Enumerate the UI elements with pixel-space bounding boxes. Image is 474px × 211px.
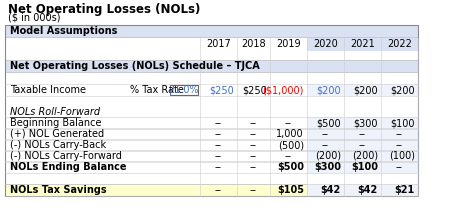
- Bar: [344, 184, 381, 196]
- Text: $42: $42: [321, 185, 341, 195]
- Bar: [344, 139, 381, 151]
- Text: $100: $100: [351, 162, 378, 172]
- Text: ($1,000): ($1,000): [263, 85, 304, 95]
- Bar: [381, 117, 418, 129]
- Text: 2022: 2022: [387, 39, 412, 49]
- Text: --: --: [250, 162, 257, 172]
- Bar: [381, 184, 418, 196]
- Text: $100: $100: [391, 118, 415, 128]
- Text: --: --: [359, 129, 366, 139]
- Text: --: --: [322, 129, 329, 139]
- Bar: [381, 161, 418, 173]
- Bar: [344, 84, 381, 96]
- Text: $42: $42: [358, 185, 378, 195]
- Text: --: --: [215, 185, 222, 195]
- Bar: [344, 117, 381, 129]
- Text: $200: $200: [391, 85, 415, 95]
- Text: NOLs Tax Savings: NOLs Tax Savings: [10, 185, 107, 195]
- Text: (-) NOLs Carry-Forward: (-) NOLs Carry-Forward: [10, 151, 122, 161]
- Text: --: --: [322, 140, 329, 150]
- Text: --: --: [396, 140, 403, 150]
- Bar: [5, 25, 418, 196]
- Text: --: --: [359, 140, 366, 150]
- Bar: [381, 128, 418, 140]
- Bar: [344, 161, 381, 173]
- Text: (100): (100): [389, 151, 415, 161]
- Text: Taxable Income: Taxable Income: [10, 85, 86, 95]
- Text: --: --: [215, 118, 222, 128]
- Text: --: --: [250, 185, 257, 195]
- Text: --: --: [250, 140, 257, 150]
- Text: Model Assumptions: Model Assumptions: [10, 26, 118, 36]
- Text: --: --: [250, 129, 257, 139]
- Text: % Tax Rate: % Tax Rate: [130, 85, 184, 95]
- Text: $300: $300: [354, 118, 378, 128]
- Bar: [5, 25, 418, 37]
- Text: 2019: 2019: [276, 39, 301, 49]
- Text: 2018: 2018: [241, 39, 266, 49]
- Bar: [307, 150, 344, 162]
- Bar: [307, 161, 344, 173]
- Text: (200): (200): [315, 151, 341, 161]
- Text: --: --: [215, 129, 222, 139]
- Text: --: --: [215, 162, 222, 172]
- Bar: [381, 150, 418, 162]
- Text: Beginning Balance: Beginning Balance: [10, 118, 101, 128]
- Text: (-) NOLs Carry-Back: (-) NOLs Carry-Back: [10, 140, 106, 150]
- Text: --: --: [215, 140, 222, 150]
- Text: $200: $200: [354, 85, 378, 95]
- Text: $105: $105: [277, 185, 304, 195]
- Bar: [344, 38, 381, 51]
- Text: 21.0%: 21.0%: [169, 85, 199, 95]
- Text: $250: $250: [209, 85, 234, 95]
- Text: 2017: 2017: [206, 39, 231, 49]
- Text: --: --: [215, 151, 222, 161]
- Text: NOLs Roll-Forward: NOLs Roll-Forward: [10, 107, 100, 117]
- Text: 2020: 2020: [313, 39, 338, 49]
- Text: (200): (200): [352, 151, 378, 161]
- Text: --: --: [396, 162, 403, 172]
- Bar: [344, 150, 381, 162]
- Bar: [307, 139, 344, 151]
- Bar: [381, 139, 418, 151]
- Text: NOLs Ending Balance: NOLs Ending Balance: [10, 162, 127, 172]
- Text: --: --: [250, 118, 257, 128]
- Bar: [381, 84, 418, 96]
- Text: --: --: [250, 151, 257, 161]
- Text: (500): (500): [278, 140, 304, 150]
- Text: $200: $200: [316, 85, 341, 95]
- Bar: [344, 128, 381, 140]
- Text: $300: $300: [314, 162, 341, 172]
- Bar: [307, 38, 344, 51]
- Text: --: --: [285, 151, 292, 161]
- Bar: [381, 38, 418, 51]
- Text: Net Operating Losses (NOLs) Schedule – TJCA: Net Operating Losses (NOLs) Schedule – T…: [10, 61, 260, 71]
- Bar: [307, 184, 344, 196]
- Bar: [170, 85, 198, 95]
- Text: 2021: 2021: [350, 39, 375, 49]
- Bar: [307, 117, 344, 129]
- Bar: [307, 128, 344, 140]
- Text: --: --: [396, 129, 403, 139]
- Text: Net Operating Losses (NOLs): Net Operating Losses (NOLs): [8, 3, 201, 15]
- Text: ($ in 000s): ($ in 000s): [8, 12, 61, 22]
- Text: $500: $500: [277, 162, 304, 172]
- Bar: [5, 60, 418, 72]
- Text: --: --: [285, 118, 292, 128]
- Text: $500: $500: [316, 118, 341, 128]
- Text: (+) NOL Generated: (+) NOL Generated: [10, 129, 104, 139]
- Text: 1,000: 1,000: [276, 129, 304, 139]
- Text: $21: $21: [395, 185, 415, 195]
- Text: $250: $250: [242, 85, 267, 95]
- Bar: [5, 184, 418, 196]
- Bar: [307, 84, 344, 96]
